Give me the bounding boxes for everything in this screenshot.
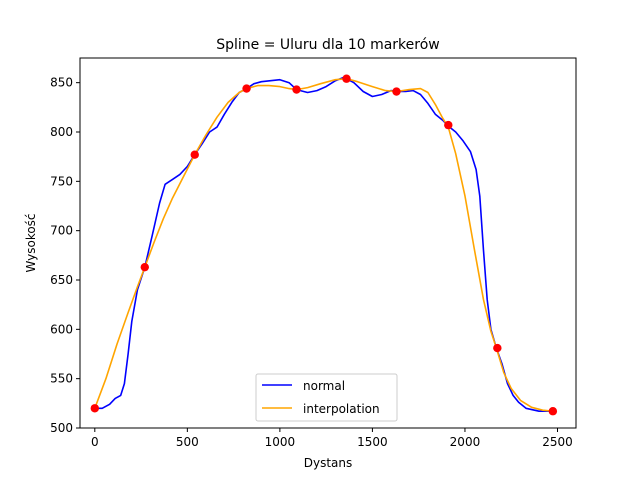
legend: normal interpolation: [255, 373, 398, 422]
y-axis: 500 550 600 650 700 750 800 850: [50, 76, 80, 435]
axes-frame: [79, 57, 577, 429]
x-tick-label: 2000: [450, 435, 481, 449]
x-tick-label: 500: [176, 435, 199, 449]
marker-point: [292, 85, 301, 94]
x-tick-label: 2500: [542, 435, 573, 449]
legend-label-normal: normal: [303, 379, 345, 393]
y-tick-label: 600: [50, 322, 73, 336]
y-tick-label: 800: [50, 125, 73, 139]
marker-point: [392, 87, 401, 96]
marker-point: [444, 120, 453, 130]
marker-point: [190, 150, 199, 159]
y-tick-label: 850: [50, 76, 73, 90]
marker-point: [493, 343, 502, 353]
y-tick-label: 750: [50, 174, 73, 188]
x-tick-label: 0: [91, 435, 99, 449]
marker-point: [242, 84, 251, 93]
x-axis: 0 500 1000 1500 2000 2500: [91, 428, 573, 449]
marker-point: [342, 74, 351, 83]
series-line-interpolation: [94, 77, 554, 412]
x-axis-label: Dystans: [304, 456, 353, 470]
x-tick-label: 1000: [265, 435, 296, 449]
y-axis-label: Wysokość: [24, 213, 38, 272]
y-tick-label: 700: [50, 224, 73, 238]
x-tick-label: 1500: [357, 435, 388, 449]
y-tick-label: 550: [50, 372, 73, 386]
y-tick-label: 500: [50, 421, 73, 435]
y-tick-label: 650: [50, 273, 73, 287]
chart-title: Spline = Uluru dla 10 markerów: [216, 37, 440, 53]
marker-point: [548, 407, 558, 416]
series-line-normal: [94, 76, 554, 412]
marker-point: [140, 262, 149, 272]
plot-area: [90, 74, 558, 416]
marker-point: [90, 404, 100, 413]
legend-label-interpolation: interpolation: [303, 402, 380, 416]
